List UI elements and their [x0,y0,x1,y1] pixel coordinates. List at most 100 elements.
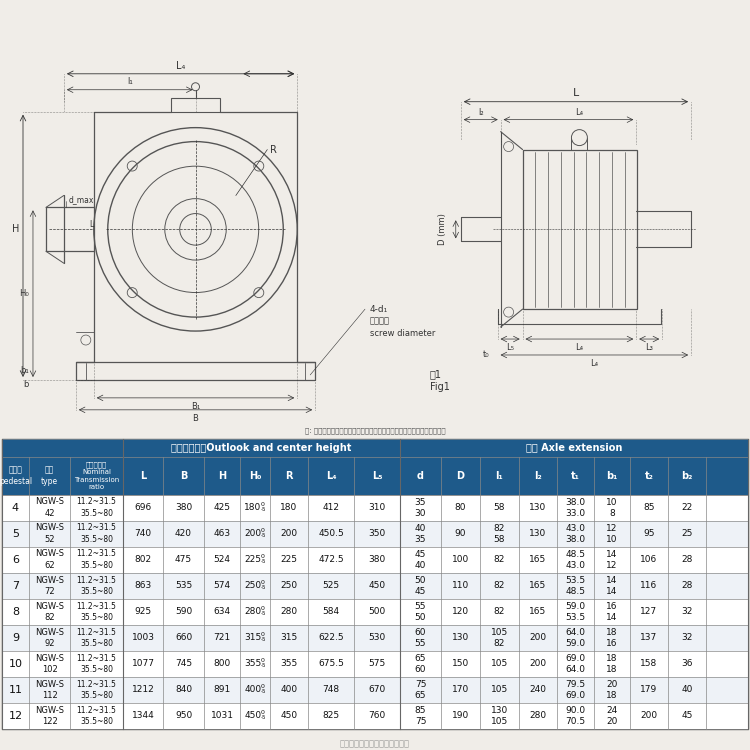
Text: l₁: l₁ [496,470,503,481]
Text: NGW-S
62: NGW-S 62 [35,550,64,570]
Text: -5: -5 [260,663,266,668]
Text: 250: 250 [244,581,262,590]
Text: b₁: b₁ [20,367,29,376]
Text: 420: 420 [175,530,192,538]
Text: 0: 0 [261,528,265,533]
Text: b: b [23,380,29,389]
Text: 泰兴市百泰机械减速机有限公司: 泰兴市百泰机械减速机有限公司 [340,739,410,748]
Text: -5: -5 [260,560,266,564]
Text: 721: 721 [214,633,230,642]
Text: 28: 28 [681,555,693,564]
Text: 0: 0 [261,554,265,560]
Text: 35
30: 35 30 [415,497,426,517]
Text: 280: 280 [530,712,547,721]
Text: 179: 179 [640,686,658,694]
Text: 32: 32 [681,633,693,642]
Text: 16
14: 16 14 [606,602,618,622]
Text: 8: 8 [12,607,19,616]
Text: H: H [12,224,19,234]
Text: 660: 660 [175,633,192,642]
Text: 130: 130 [452,633,470,642]
Text: 12
10: 12 10 [606,524,618,544]
Text: B₁: B₁ [191,402,200,411]
Text: 60
55: 60 55 [415,628,426,648]
Text: 14
14: 14 14 [606,576,618,596]
Text: Fig1: Fig1 [430,382,450,392]
Text: 158: 158 [640,659,658,668]
Text: 950: 950 [175,712,192,721]
Text: 748: 748 [322,686,340,694]
Bar [2,677,748,703]
Text: 863: 863 [134,581,152,590]
Text: 150: 150 [452,659,470,668]
Text: 36: 36 [681,659,693,668]
Text: L: L [140,470,146,481]
Text: 11.2~31.5
35.5~80: 11.2~31.5 35.5~80 [76,602,116,622]
Text: 82: 82 [494,555,506,564]
Text: L₄: L₄ [575,343,584,352]
Text: L₄: L₄ [326,470,336,481]
Text: 43.0
38.0: 43.0 38.0 [566,524,586,544]
Text: 225: 225 [244,555,262,564]
Bar [2,547,748,573]
Text: 4-d₁: 4-d₁ [370,304,388,313]
Text: 69.0
64.0: 69.0 64.0 [566,654,586,674]
Text: 11: 11 [8,685,22,695]
Text: 11.2~31.5
35.5~80: 11.2~31.5 35.5~80 [76,628,116,648]
Bar [2,598,748,625]
Text: -5: -5 [260,716,266,721]
Text: 注: 行星齿轮减速机外形尺寸图（外形尺寸仅供参考，请以正式图纸为准）: 注: 行星齿轮减速机外形尺寸图（外形尺寸仅供参考，请以正式图纸为准） [304,427,446,434]
Text: 95: 95 [644,530,655,538]
Text: 75
65: 75 65 [415,680,426,700]
Bar [123,439,400,457]
Text: 18
18: 18 18 [606,654,618,674]
Text: R: R [285,470,292,481]
Text: b₁: b₁ [606,470,618,481]
Text: 1077: 1077 [131,659,154,668]
Bar [400,457,748,494]
Bar [2,573,748,598]
Text: 400: 400 [244,686,262,694]
Text: 公称传动比
Nominal
Transmission
ratio: 公称传动比 Nominal Transmission ratio [74,461,119,490]
Text: 200: 200 [640,712,658,721]
Text: NGW-S
122: NGW-S 122 [35,706,64,726]
Text: L₄: L₄ [176,61,185,70]
Text: -5: -5 [260,611,266,616]
Text: 190: 190 [452,712,470,721]
Text: 355: 355 [280,659,298,668]
Text: 110: 110 [452,581,470,590]
Text: 85
75: 85 75 [415,706,426,726]
Text: 180: 180 [280,503,298,512]
Text: 380: 380 [368,555,386,564]
Text: 58: 58 [494,503,506,512]
Text: -5: -5 [260,585,266,590]
Text: -5: -5 [260,689,266,694]
Text: 59.0
53.5: 59.0 53.5 [566,602,586,622]
Text: 250: 250 [280,581,298,590]
Text: 800: 800 [213,659,231,668]
Bar [76,362,315,380]
Text: H₀: H₀ [249,470,261,481]
Text: 165: 165 [530,555,547,564]
Text: NGW-S
72: NGW-S 72 [35,575,64,596]
Text: 315: 315 [280,633,298,642]
Bar [2,651,748,677]
Text: 9: 9 [12,633,19,643]
Text: 425: 425 [214,503,230,512]
Text: 50
45: 50 45 [415,576,426,596]
Text: 80: 80 [454,503,466,512]
Text: 280: 280 [244,608,262,616]
Text: 925: 925 [134,608,152,616]
Text: 18
16: 18 16 [606,628,618,648]
Text: R: R [270,145,278,154]
Text: 90.0
70.5: 90.0 70.5 [566,706,586,726]
Text: 475: 475 [175,555,192,564]
Text: b₂: b₂ [681,470,693,481]
Bar [2,625,748,651]
Text: screw diameter: screw diameter [370,328,436,338]
Text: 45
40: 45 40 [415,550,426,570]
Text: -5: -5 [260,507,266,512]
Bar [523,149,638,309]
Text: 130
105: 130 105 [490,706,508,726]
Text: 45: 45 [681,712,693,721]
